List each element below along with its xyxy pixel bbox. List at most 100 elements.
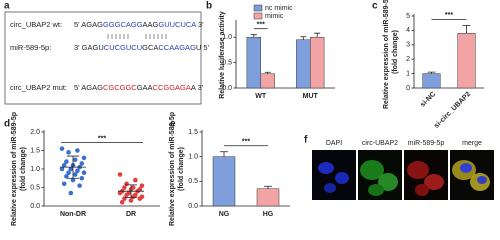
panel-letter: e <box>170 119 176 130</box>
sequence-segment: GGGCAGG <box>103 20 143 29</box>
error-bar <box>314 32 321 38</box>
sequence-label: circ_UBAP2 wt: <box>10 20 62 29</box>
y-tick-label: 1.5 <box>30 147 40 154</box>
sequence-label: miR-589-5p: <box>10 43 51 52</box>
sequence-segment: GUUCUCA <box>158 20 196 29</box>
bar <box>246 36 261 89</box>
image-label: merge <box>462 140 482 147</box>
bar <box>296 39 311 89</box>
error-bar <box>462 24 471 34</box>
point <box>81 155 87 161</box>
legend-swatch <box>253 12 263 20</box>
panel-letter: c <box>372 1 378 12</box>
y-axis-label: Relative expression of miR-589-5p <box>11 112 18 226</box>
point <box>133 177 138 183</box>
point <box>122 185 127 190</box>
image-label: DAPI <box>326 140 342 147</box>
x-tick-label: NG <box>219 211 230 218</box>
sd-whisker <box>125 184 137 198</box>
error-bar <box>264 71 271 74</box>
y-tick-label: 0.0 <box>188 203 198 210</box>
y-tick-label: 2.0 <box>30 129 40 136</box>
sequence-segment: AAG <box>143 20 159 29</box>
panel-letter: d <box>4 119 10 130</box>
point <box>61 181 67 187</box>
point <box>117 172 123 177</box>
point <box>128 198 134 203</box>
y-axis-label: Relative expression of miR-589-5p <box>383 0 390 109</box>
sd-whisker <box>67 155 79 179</box>
y-tick-label: 0.5 <box>30 184 40 191</box>
panel-letter: a <box>4 1 10 12</box>
sequence-box <box>4 11 202 105</box>
image-label: circ-UBAP2 <box>362 140 398 147</box>
point <box>117 190 123 196</box>
point <box>59 146 65 151</box>
y-axis-label: Relative expression of miR-589-5p <box>169 112 176 226</box>
y-tick-label: 2 <box>406 56 410 63</box>
x-tick-label: Non-DR <box>60 211 86 218</box>
x-tick-label: HG <box>263 211 274 218</box>
bar <box>256 188 280 207</box>
y-tick-label: 0.0 <box>30 203 40 210</box>
sequence-label: circ_UBAP2 mut: <box>10 83 67 92</box>
point <box>77 183 82 188</box>
legend-label: nc mimic <box>265 5 293 12</box>
error-bar <box>300 36 307 40</box>
sequence: 3' GAGUCUCGUCUGCACCAAGAGU 5' <box>74 43 210 52</box>
image-label: miR-589-5p <box>408 140 445 147</box>
y-tick-label: 0.5 <box>222 59 232 66</box>
y-axis-label: (fold change) <box>392 30 399 74</box>
point <box>137 196 143 201</box>
point <box>75 148 80 153</box>
point <box>139 183 145 188</box>
error-bar <box>250 34 257 38</box>
x-tick-label: MUT <box>303 93 319 100</box>
sequence-segment: A 3' <box>191 83 204 92</box>
x-tick-label: si-NC <box>419 91 437 109</box>
legend-swatch <box>253 4 263 12</box>
sequence-segment: 5' AGAG <box>74 83 103 92</box>
sequence-segment: GAA <box>137 83 153 92</box>
y-tick-label: 5 <box>406 13 410 20</box>
y-axis-label: Relative luciferase activity <box>219 11 226 99</box>
point <box>119 200 125 205</box>
point <box>72 157 78 163</box>
sequence-segment: 3' GAGU <box>74 43 104 52</box>
y-tick-label: 3 <box>406 42 410 49</box>
pairing-marks <box>107 34 167 39</box>
panel-letter: b <box>206 1 212 12</box>
bar <box>457 33 476 89</box>
sequence-segment: GCA <box>142 43 158 52</box>
x-tick-label: si-circ_UBAP2 <box>433 91 472 130</box>
point <box>59 166 65 172</box>
bar <box>310 36 325 89</box>
bar <box>422 73 441 89</box>
error-bar <box>220 151 228 157</box>
x-tick-label: WT <box>255 93 267 100</box>
y-axis-label: (fold change) <box>20 147 27 191</box>
y-tick-label: 1 <box>406 70 410 77</box>
point <box>66 170 71 175</box>
sequence-segment: 3' <box>196 20 204 29</box>
x-tick-label: DR <box>126 211 136 218</box>
y-tick-label: 0 <box>406 85 410 92</box>
sequence-segment: CCGGAGA <box>153 83 191 92</box>
sequence-segment: CGCGGC <box>103 83 137 92</box>
bar <box>260 73 275 89</box>
point <box>124 192 129 198</box>
bar <box>212 156 236 207</box>
point <box>68 190 74 196</box>
significance-label: *** <box>445 12 453 19</box>
error-bar <box>264 185 272 189</box>
point <box>75 168 80 174</box>
point <box>79 175 85 181</box>
point <box>61 163 67 168</box>
sequence-segment: CUCGUCU <box>104 43 142 52</box>
sequence-segment: 5' AGAG <box>74 20 103 29</box>
point <box>130 194 136 200</box>
point <box>66 150 71 155</box>
significance-label: *** <box>242 139 250 146</box>
y-tick-label: 0.0 <box>222 85 232 92</box>
